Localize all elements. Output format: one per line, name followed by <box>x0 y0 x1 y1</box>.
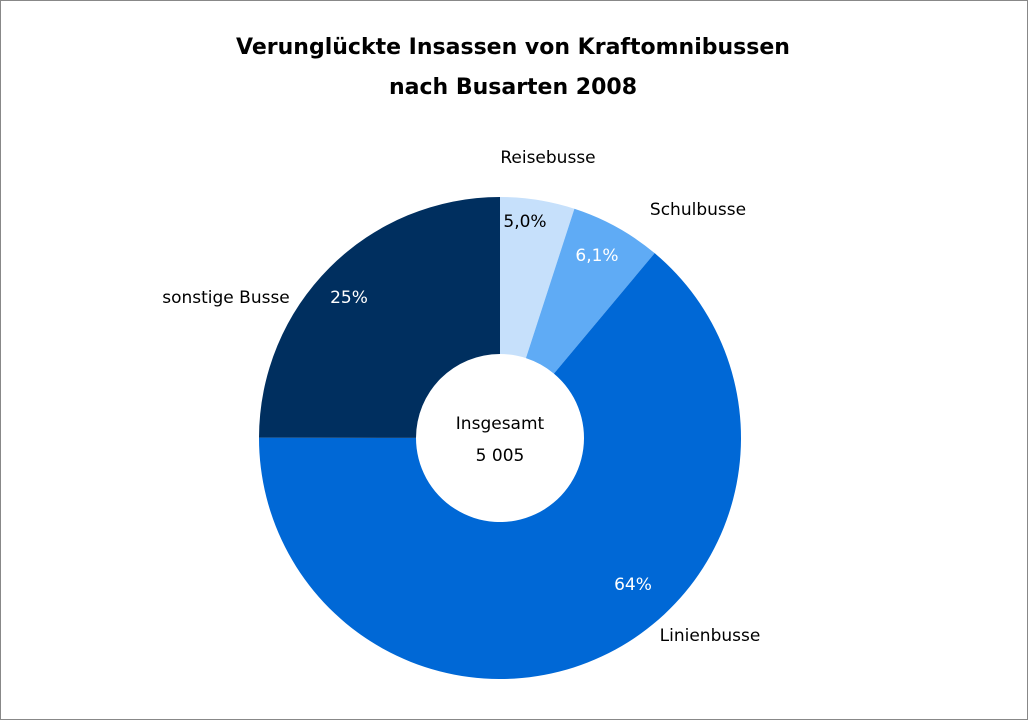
value-label: 25% <box>330 288 368 308</box>
chart-title: Verunglückte Insassen von Kraftomnibusse… <box>236 35 790 60</box>
chart-title: nach Busarten 2008 <box>389 75 637 100</box>
slice <box>500 197 575 359</box>
category-label: Schulbusse <box>650 200 746 220</box>
value-label: 6,1% <box>575 246 618 266</box>
slice <box>525 208 655 374</box>
value-label: 5,0% <box>503 212 546 232</box>
category-label: Linienbusse <box>660 626 761 646</box>
slice <box>259 197 500 438</box>
slice <box>259 253 741 679</box>
category-label: Reisebusse <box>500 148 595 168</box>
value-label: 64% <box>614 575 652 595</box>
center-text: Insgesamt <box>456 414 545 434</box>
category-label: sonstige Busse <box>162 288 290 308</box>
center-total: 5 005 <box>476 446 525 466</box>
